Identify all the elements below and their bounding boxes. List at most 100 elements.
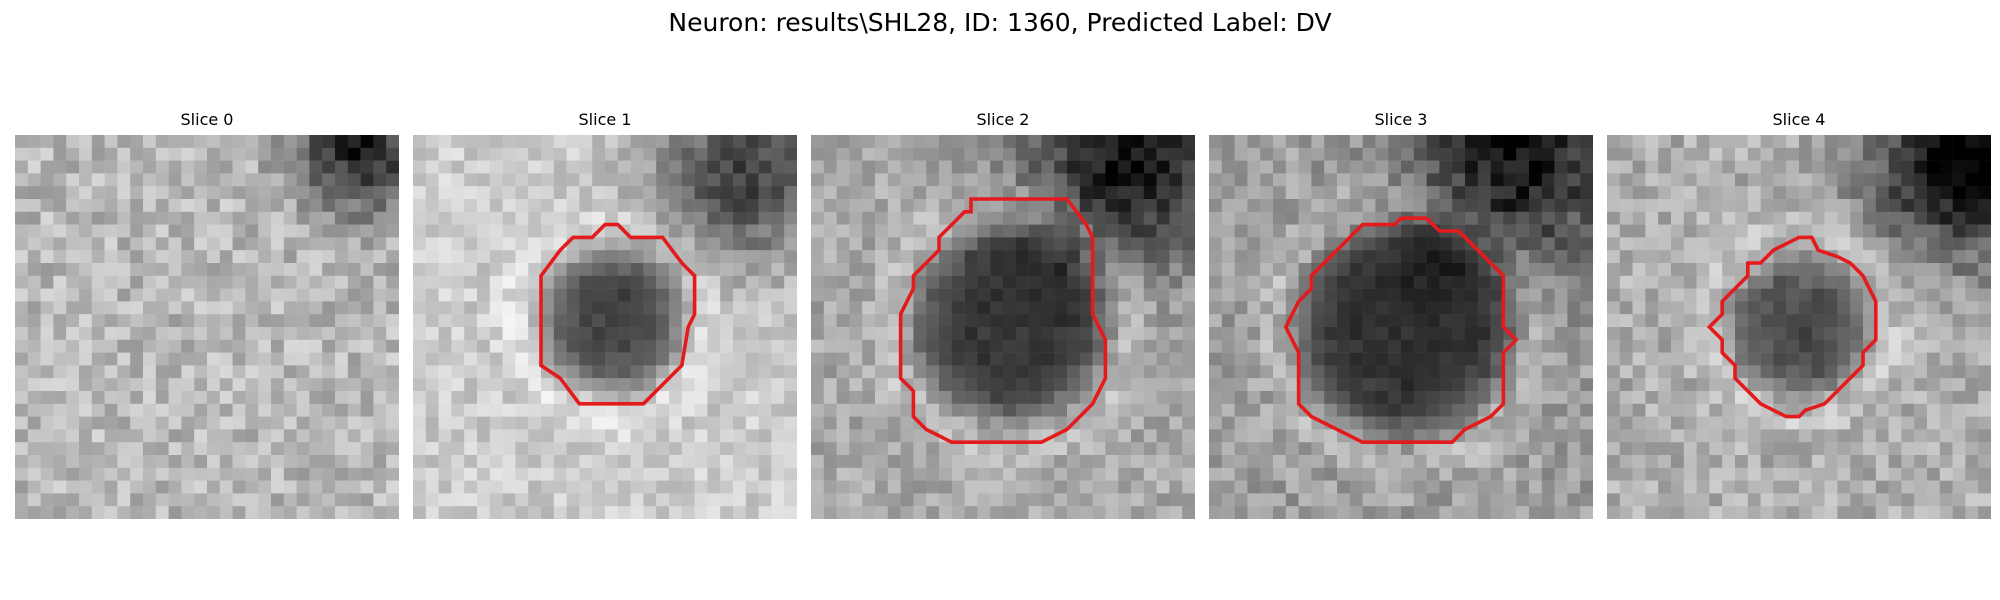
pixel [489, 288, 503, 302]
pixel [681, 480, 695, 494]
pixel [1632, 467, 1646, 481]
pixel [939, 493, 953, 507]
pixel [926, 224, 940, 238]
pixel [502, 147, 516, 161]
pixel [1875, 301, 1889, 315]
pixel [477, 467, 491, 481]
pixel [1529, 455, 1543, 469]
pixel [605, 199, 619, 213]
pixel [707, 391, 721, 405]
pixel [283, 467, 297, 481]
pixel [758, 352, 772, 366]
pixel [1875, 147, 1889, 161]
pixel [53, 250, 67, 264]
pixel [219, 352, 233, 366]
pixel [720, 186, 734, 200]
pixel [1503, 467, 1517, 481]
pixel [347, 480, 361, 494]
pixel [977, 288, 991, 302]
pixel [1324, 314, 1338, 328]
pixel [1760, 237, 1774, 251]
pixel [566, 442, 580, 456]
pixel [27, 314, 41, 328]
pixel [745, 275, 759, 289]
pixel [283, 314, 297, 328]
pixel [1413, 327, 1427, 341]
pixel [413, 211, 427, 225]
pixel [1221, 416, 1235, 430]
pixel [1477, 173, 1491, 187]
pixel [245, 429, 259, 443]
pixel [1658, 480, 1672, 494]
pixel [1209, 403, 1223, 417]
pixel [1632, 314, 1646, 328]
pixel [1901, 263, 1915, 277]
pixel [489, 365, 503, 379]
pixel [1632, 442, 1646, 456]
pixel [605, 493, 619, 507]
pixel [951, 455, 965, 469]
pixel [438, 467, 452, 481]
pixel [15, 288, 29, 302]
pixel [477, 250, 491, 264]
pixel [271, 416, 285, 430]
pixel [1824, 365, 1838, 379]
pixel [939, 467, 953, 481]
pixel [1607, 352, 1621, 366]
pixel [91, 352, 105, 366]
pixel [66, 237, 80, 251]
pixel [309, 275, 323, 289]
pixel [1324, 455, 1338, 469]
pixel [1773, 173, 1787, 187]
pixel [155, 442, 169, 456]
pixel [1337, 275, 1351, 289]
pixel [91, 442, 105, 456]
pixel [811, 391, 825, 405]
pixel [373, 467, 387, 481]
pixel [1182, 186, 1195, 200]
pixel [1003, 339, 1017, 353]
pixel [630, 416, 644, 430]
pixel [1632, 173, 1646, 187]
pixel [1143, 250, 1157, 264]
pixel [1118, 147, 1132, 161]
pixel [1811, 506, 1825, 519]
pixel [1452, 480, 1466, 494]
pixel [1683, 391, 1697, 405]
pixel [271, 147, 285, 161]
pixel [1490, 455, 1504, 469]
pixel [811, 365, 825, 379]
pixel [1131, 301, 1145, 315]
pixel [477, 455, 491, 469]
pixel [1632, 455, 1646, 469]
pixel [1285, 506, 1299, 519]
pixel [1735, 314, 1749, 328]
pixel [694, 455, 708, 469]
pixel [1067, 237, 1081, 251]
pixel [1439, 263, 1453, 277]
pixel [669, 352, 683, 366]
pixel [219, 455, 233, 469]
pixel [592, 467, 606, 481]
pixel [1054, 314, 1068, 328]
pixel [425, 147, 439, 161]
pixel [322, 429, 336, 443]
pixel [181, 250, 195, 264]
pixel [1079, 416, 1093, 430]
pixel [347, 275, 361, 289]
pixel [1927, 314, 1941, 328]
pixel [617, 365, 631, 379]
pixel [875, 275, 889, 289]
pixel [977, 378, 991, 392]
pixel [194, 173, 208, 187]
pixel [477, 403, 491, 417]
pixel [758, 301, 772, 315]
pixel [669, 493, 683, 507]
pixel [1143, 391, 1157, 405]
pixel [104, 365, 118, 379]
pixel [104, 211, 118, 225]
pixel [1092, 442, 1106, 456]
pixel [1285, 263, 1299, 277]
pixel [1516, 467, 1530, 481]
pixel [438, 327, 452, 341]
